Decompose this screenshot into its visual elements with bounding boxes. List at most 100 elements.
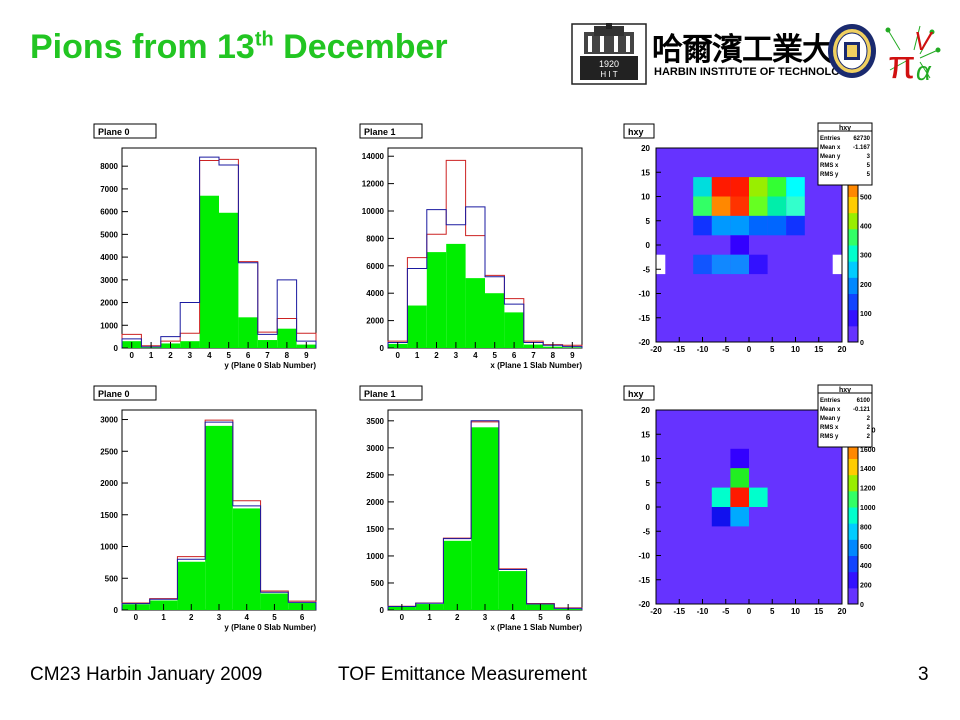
x-tick-label: -20 bbox=[650, 345, 662, 354]
y-tick-label: 3500 bbox=[366, 417, 384, 426]
y-tick-label: 6000 bbox=[100, 208, 118, 217]
x-tick-label: 4 bbox=[244, 613, 249, 622]
stats-row-label: RMS y bbox=[820, 172, 839, 178]
panel-label-box bbox=[359, 385, 423, 401]
stats-row-value: 6100 bbox=[857, 398, 871, 404]
histogram-outline-series bbox=[387, 420, 583, 610]
x-tick-label: 5 bbox=[770, 607, 775, 616]
x-tick-label: 9 bbox=[304, 351, 309, 360]
panel-label: hxy bbox=[628, 389, 644, 399]
y-tick-label: 2000 bbox=[100, 299, 118, 308]
y-tick-label: 15 bbox=[641, 430, 650, 439]
panel-label: Plane 0 bbox=[98, 389, 130, 399]
y-tick-label: 20 bbox=[641, 144, 650, 153]
y-tick-label: 5 bbox=[646, 217, 651, 226]
footer-center: TOF Emittance Measurement bbox=[338, 664, 587, 685]
x-tick-label: 3 bbox=[188, 351, 193, 360]
mice-logo: π V α bbox=[885, 25, 941, 84]
y-tick-label: -20 bbox=[638, 600, 650, 609]
colorbar-label: 400 bbox=[860, 563, 872, 570]
histogram-bar bbox=[407, 305, 427, 348]
heatmap-cell bbox=[693, 254, 712, 275]
y-tick-label: 1000 bbox=[100, 543, 118, 552]
x-axis-label: y (Plane 0 Slab Number) bbox=[224, 623, 316, 632]
heatmap-cell bbox=[711, 196, 731, 216]
x-tick-label: 10 bbox=[791, 345, 800, 354]
heatmap-cell bbox=[693, 177, 712, 197]
colorbar-segment bbox=[848, 293, 858, 311]
hit-seal-letters: H I T bbox=[600, 70, 617, 79]
stats-title: hxy bbox=[839, 387, 851, 394]
x-tick-label: 8 bbox=[551, 351, 556, 360]
plane1-hist-top: Plane 1 0 2000 4000 6000 8000 10000 12000 14000 0… bbox=[348, 118, 588, 370]
colorbar-label: 1200 bbox=[860, 486, 876, 493]
x-tick-label: 20 bbox=[838, 607, 847, 616]
y-tick-label: 12000 bbox=[362, 180, 385, 189]
colorbar-segment bbox=[848, 490, 858, 508]
heatmap-cell bbox=[767, 177, 787, 197]
colorbar-segment bbox=[848, 261, 858, 278]
x-tick-label: 15 bbox=[814, 607, 823, 616]
colorbar-segment bbox=[848, 587, 858, 605]
heatmap-cell bbox=[749, 254, 768, 275]
panel-label-box bbox=[93, 123, 157, 139]
colorbar-segment bbox=[848, 212, 858, 230]
y-tick-label: -15 bbox=[638, 314, 650, 323]
y-tick-label: 3000 bbox=[100, 416, 118, 425]
y-tick-label: 10 bbox=[641, 455, 650, 464]
x-tick-label: 5 bbox=[538, 613, 543, 622]
colorbar-label: 500 bbox=[860, 195, 872, 202]
histogram-bar bbox=[504, 312, 524, 348]
stats-row-value: 3 bbox=[867, 154, 871, 160]
colorbar-label: 300 bbox=[860, 253, 872, 260]
x-tick-label: 8 bbox=[285, 351, 290, 360]
colorbar-segment bbox=[848, 245, 858, 262]
histogram-bar bbox=[238, 317, 258, 348]
heatmap-cell bbox=[786, 177, 805, 197]
colorbar-segment bbox=[848, 555, 858, 573]
y-tick-label: 0 bbox=[114, 606, 119, 615]
x-axis-label: y (Plane 0 Slab Number) bbox=[224, 361, 316, 370]
y-tick-label: 2500 bbox=[100, 447, 118, 456]
stats-row-value: -1.167 bbox=[853, 145, 871, 151]
colorbar-segment bbox=[848, 539, 858, 556]
heatmap-cell bbox=[730, 254, 749, 275]
stats-row-label: RMS x bbox=[820, 425, 839, 431]
colorbar-segment bbox=[848, 458, 858, 476]
y-tick-label: 500 bbox=[105, 574, 119, 583]
x-tick-label: -15 bbox=[673, 345, 685, 354]
x-tick-label: -10 bbox=[697, 607, 709, 616]
histogram-bar bbox=[277, 328, 297, 348]
colorbar-label: 0 bbox=[860, 340, 864, 347]
x-tick-label: 3 bbox=[217, 613, 222, 622]
x-tick-label: 10 bbox=[791, 607, 800, 616]
stats-row-label: Mean x bbox=[820, 407, 841, 413]
colorbar-label: 0 bbox=[860, 602, 864, 609]
heatmap-cell bbox=[711, 177, 731, 197]
x-tick-label: 6 bbox=[512, 351, 517, 360]
colorbar-label: 400 bbox=[860, 224, 872, 231]
panel-label: hxy bbox=[628, 127, 644, 137]
histogram-bar bbox=[471, 427, 499, 610]
x-tick-label: 0 bbox=[747, 607, 752, 616]
x-tick-label: 1 bbox=[427, 613, 432, 622]
stats-row-label: RMS y bbox=[820, 434, 839, 440]
histogram-bar bbox=[446, 243, 466, 348]
x-tick-label: 6 bbox=[246, 351, 251, 360]
university-seal-logo bbox=[828, 24, 876, 78]
y-tick-label: 10 bbox=[641, 193, 650, 202]
heatmap-cell bbox=[730, 235, 749, 255]
x-tick-label: 20 bbox=[838, 345, 847, 354]
stats-box-frame bbox=[817, 384, 873, 448]
x-tick-label: 2 bbox=[168, 351, 173, 360]
heatmap-cell bbox=[711, 254, 731, 275]
heatmap-cell bbox=[730, 215, 749, 236]
heatmap-cell bbox=[730, 448, 749, 469]
y-tick-label: 3000 bbox=[100, 276, 118, 285]
panel-label: Plane 1 bbox=[364, 127, 396, 137]
y-tick-label: 2500 bbox=[366, 471, 384, 480]
y-tick-label: 0 bbox=[380, 606, 385, 615]
stats-row-value: 2 bbox=[867, 434, 871, 440]
x-tick-label: 0 bbox=[395, 351, 400, 360]
heatmap-cell bbox=[693, 196, 712, 216]
